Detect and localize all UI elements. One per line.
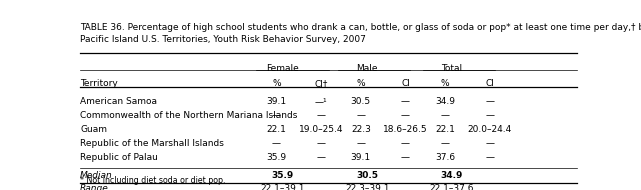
Text: —: — bbox=[356, 139, 365, 148]
Text: %: % bbox=[441, 79, 449, 88]
Text: —: — bbox=[441, 111, 450, 120]
Text: —: — bbox=[317, 154, 326, 162]
Text: 35.9: 35.9 bbox=[266, 154, 287, 162]
Text: Republic of Palau: Republic of Palau bbox=[80, 154, 158, 162]
Text: —: — bbox=[401, 154, 410, 162]
Text: 20.0–24.4: 20.0–24.4 bbox=[468, 125, 512, 134]
Text: —: — bbox=[272, 111, 281, 120]
Text: —: — bbox=[485, 154, 494, 162]
Text: 39.1: 39.1 bbox=[351, 154, 371, 162]
Text: %: % bbox=[356, 79, 365, 88]
Text: —: — bbox=[485, 97, 494, 106]
Text: Range: Range bbox=[80, 184, 109, 190]
Text: Guam: Guam bbox=[80, 125, 107, 134]
Text: 37.6: 37.6 bbox=[435, 154, 455, 162]
Text: Republic of the Marshall Islands: Republic of the Marshall Islands bbox=[80, 139, 224, 148]
Text: 22.1–39.1: 22.1–39.1 bbox=[260, 184, 305, 190]
Text: Commonwealth of the Northern Mariana Islands: Commonwealth of the Northern Mariana Isl… bbox=[80, 111, 297, 120]
Text: Total: Total bbox=[441, 64, 462, 73]
Text: —: — bbox=[485, 139, 494, 148]
Text: %: % bbox=[272, 79, 281, 88]
Text: Territory: Territory bbox=[80, 79, 118, 88]
Text: Female: Female bbox=[267, 64, 299, 73]
Text: 39.1: 39.1 bbox=[266, 97, 287, 106]
Text: —: — bbox=[401, 139, 410, 148]
Text: American Samoa: American Samoa bbox=[80, 97, 157, 106]
Text: —: — bbox=[317, 111, 326, 120]
Text: Median: Median bbox=[80, 171, 113, 180]
Text: 30.5: 30.5 bbox=[351, 97, 371, 106]
Text: 35.9: 35.9 bbox=[272, 171, 294, 180]
Text: 30.5: 30.5 bbox=[356, 171, 378, 180]
Text: TABLE 36. Percentage of high school students who drank a can, bottle, or glass o: TABLE 36. Percentage of high school stud… bbox=[80, 23, 641, 32]
Text: * Not including diet soda or diet pop.: * Not including diet soda or diet pop. bbox=[80, 176, 226, 185]
Text: 19.0–25.4: 19.0–25.4 bbox=[299, 125, 344, 134]
Text: Male: Male bbox=[356, 64, 378, 73]
Text: —: — bbox=[401, 97, 410, 106]
Text: —: — bbox=[485, 111, 494, 120]
Text: 22.1: 22.1 bbox=[435, 125, 455, 134]
Text: —¹: —¹ bbox=[315, 97, 328, 106]
Text: CI†: CI† bbox=[314, 79, 328, 88]
Text: —: — bbox=[317, 139, 326, 148]
Text: 22.1–37.6: 22.1–37.6 bbox=[429, 184, 474, 190]
Text: 22.1: 22.1 bbox=[267, 125, 287, 134]
Text: CI: CI bbox=[485, 79, 494, 88]
Text: —: — bbox=[272, 139, 281, 148]
Text: 22.3: 22.3 bbox=[351, 125, 370, 134]
Text: Pacific Island U.S. Territories, Youth Risk Behavior Survey, 2007: Pacific Island U.S. Territories, Youth R… bbox=[80, 35, 366, 44]
Text: 34.9: 34.9 bbox=[435, 97, 455, 106]
Text: CI: CI bbox=[401, 79, 410, 88]
Text: 22.3–39.1: 22.3–39.1 bbox=[345, 184, 390, 190]
Text: —: — bbox=[441, 139, 450, 148]
Text: —: — bbox=[356, 111, 365, 120]
Text: —: — bbox=[401, 111, 410, 120]
Text: 34.9: 34.9 bbox=[440, 171, 463, 180]
Text: 18.6–26.5: 18.6–26.5 bbox=[383, 125, 428, 134]
